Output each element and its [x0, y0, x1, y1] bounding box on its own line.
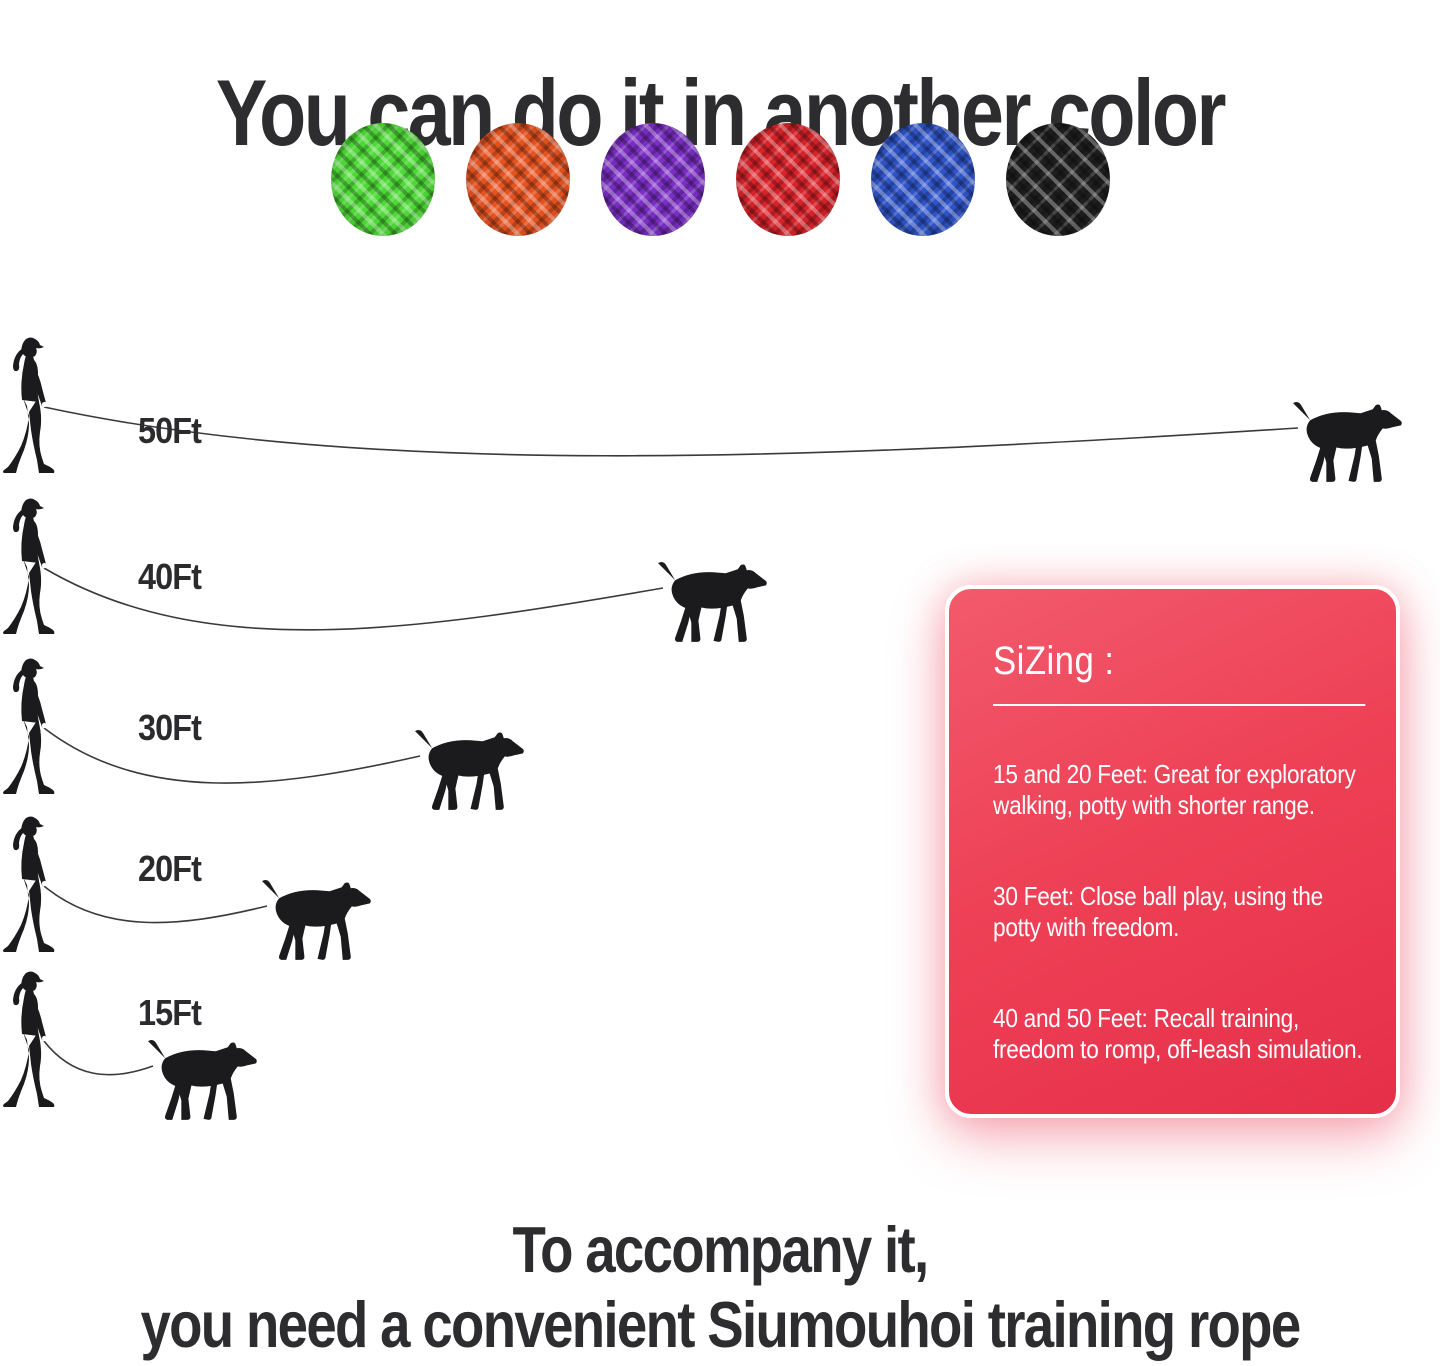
dog-silhouette	[415, 730, 524, 810]
leash-handle-icon	[41, 722, 48, 729]
dog-silhouette	[1293, 402, 1402, 482]
leash-length-label: 40Ft	[138, 556, 202, 597]
color-swatch-red	[735, 123, 840, 236]
sizing-card-title: SiZing :	[993, 639, 1115, 683]
leash-handle-icon	[41, 880, 48, 887]
color-swatch-green	[330, 123, 435, 236]
sizing-card: SiZing : 15 and 20 Feet: Great for explo…	[945, 585, 1400, 1118]
color-swatch-black	[1005, 123, 1110, 236]
color-swatch-row	[0, 123, 1440, 236]
walker-silhouette	[3, 337, 55, 473]
leash-line-30ft	[43, 727, 421, 784]
leash-length-label: 15Ft	[138, 992, 202, 1033]
sizing-paragraph-30ft: 30 Feet: Close ball play, using the pott…	[993, 881, 1323, 942]
walker-silhouette	[3, 498, 55, 634]
footer-line-2: you need a convenient Siumouhoi training…	[140, 1288, 1301, 1361]
leash-length-label: 20Ft	[138, 848, 202, 889]
dog-silhouette	[658, 562, 767, 642]
leash-handle-icon	[41, 562, 48, 569]
leash-line-40ft	[43, 567, 664, 631]
sizing-paragraph-40-50ft: 40 and 50 Feet: Recall training, freedom…	[993, 1003, 1363, 1064]
sizing-card-content: SiZing : 15 and 20 Feet: Great for explo…	[993, 639, 1367, 1065]
color-swatch-blue	[870, 123, 975, 236]
color-swatch-orange	[465, 123, 570, 236]
walker-silhouette	[3, 658, 55, 794]
leash-length-label: 50Ft	[138, 410, 202, 451]
dog-silhouette	[148, 1040, 257, 1120]
leash-line-15ft	[43, 1040, 154, 1076]
footer-tagline: To accompany it, you need a convenient S…	[115, 1212, 1325, 1362]
walker-silhouette	[3, 971, 55, 1107]
sizing-paragraph-15-20ft: 15 and 20 Feet: Great for exploratory wa…	[993, 759, 1356, 820]
leash-handle-icon	[41, 401, 48, 408]
leash-length-label: 30Ft	[138, 707, 202, 748]
footer-line-1: To accompany it,	[512, 1213, 929, 1286]
sizing-card-divider	[993, 704, 1366, 706]
leash-line-20ft	[43, 885, 268, 924]
color-swatch-purple	[600, 123, 705, 236]
walker-silhouette	[3, 816, 55, 952]
leash-line-50ft	[43, 406, 1299, 457]
leash-handle-icon	[41, 1035, 48, 1042]
dog-silhouette	[262, 880, 371, 960]
